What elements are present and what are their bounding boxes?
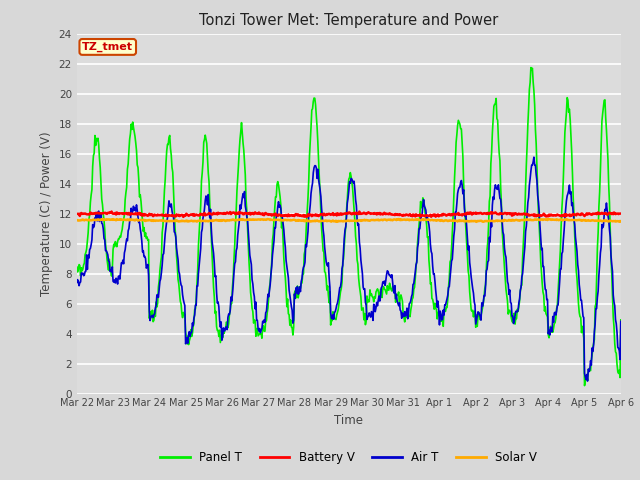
X-axis label: Time: Time <box>334 414 364 427</box>
Y-axis label: Temperature (C) / Power (V): Temperature (C) / Power (V) <box>40 132 53 296</box>
Text: TZ_tmet: TZ_tmet <box>82 42 133 52</box>
Legend: Panel T, Battery V, Air T, Solar V: Panel T, Battery V, Air T, Solar V <box>156 446 542 469</box>
Title: Tonzi Tower Met: Temperature and Power: Tonzi Tower Met: Temperature and Power <box>199 13 499 28</box>
